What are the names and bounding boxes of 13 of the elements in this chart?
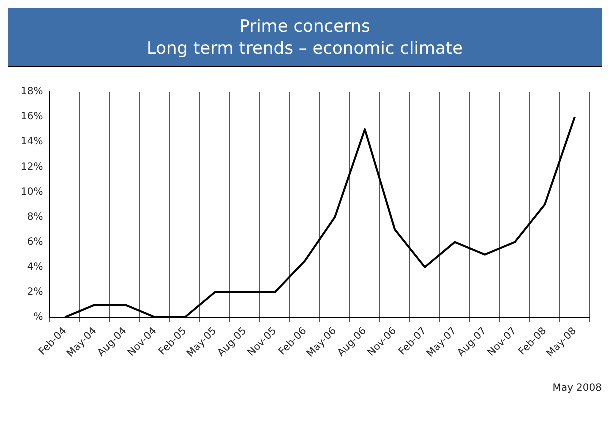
y-tick-label: 12% [20, 162, 44, 173]
y-tick-label: % [34, 312, 44, 324]
y-tick-label: 2% [27, 287, 44, 298]
y-tick-label: 16% [20, 112, 44, 123]
y-tick-label: 8% [27, 212, 44, 223]
text: May 2008 [552, 383, 602, 394]
y-tick-label: 6% [27, 236, 44, 248]
y-tick-label: 10% [20, 186, 44, 198]
y-tick-label: 18% [20, 86, 44, 98]
chart-subtitle: Long term trends – economic climate [146, 38, 464, 60]
y-tick-label: 4% [27, 262, 44, 273]
chart-title: Prime concerns [238, 16, 372, 38]
y-tick-label: 14% [20, 136, 44, 148]
